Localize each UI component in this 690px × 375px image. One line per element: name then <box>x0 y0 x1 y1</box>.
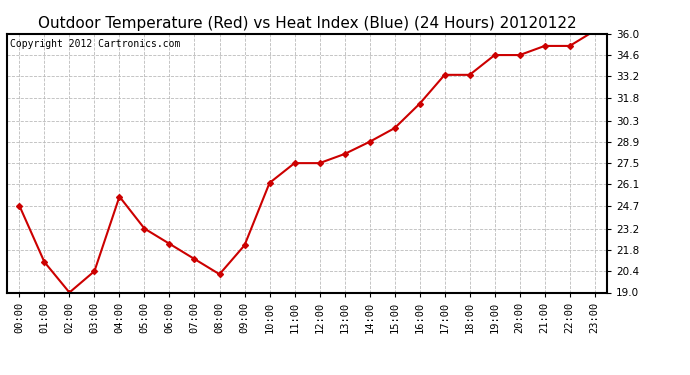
Title: Outdoor Temperature (Red) vs Heat Index (Blue) (24 Hours) 20120122: Outdoor Temperature (Red) vs Heat Index … <box>38 16 576 31</box>
Text: Copyright 2012 Cartronics.com: Copyright 2012 Cartronics.com <box>10 39 180 49</box>
